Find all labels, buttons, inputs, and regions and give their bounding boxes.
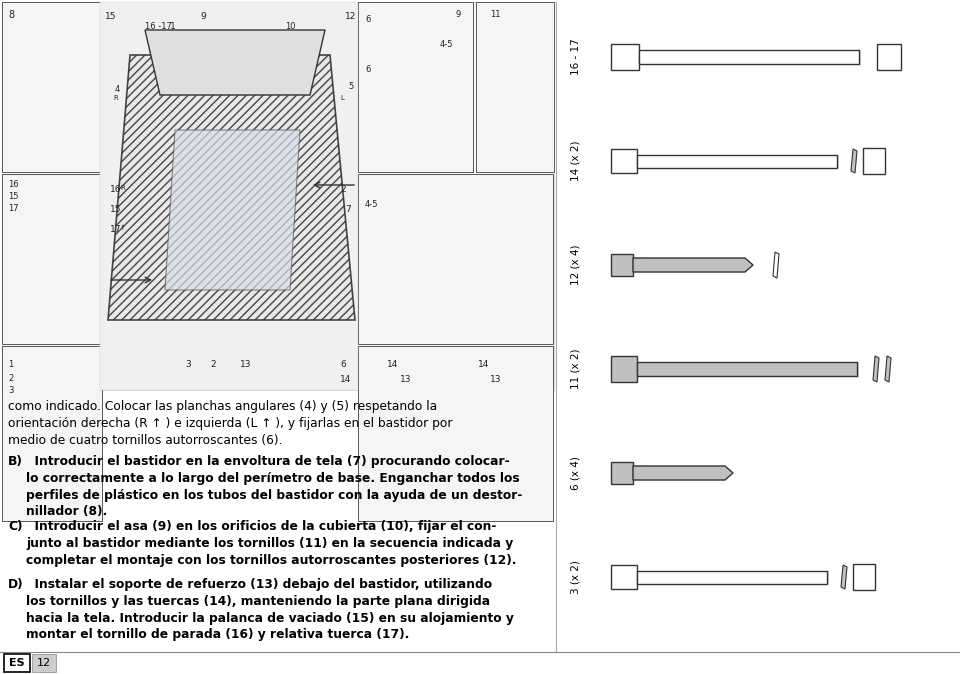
Text: 12 (x 4): 12 (x 4)	[571, 245, 581, 285]
Bar	[611, 462, 633, 484]
Text: 2: 2	[210, 360, 216, 369]
Text: C): C)	[8, 520, 22, 533]
Text: 17: 17	[8, 204, 18, 213]
Text: 8: 8	[8, 10, 14, 20]
Text: 15: 15	[8, 192, 18, 201]
Text: 14: 14	[387, 360, 398, 369]
Text: 11: 11	[490, 10, 500, 19]
Text: R: R	[113, 95, 118, 101]
Text: 14: 14	[340, 375, 351, 384]
Text: 6: 6	[365, 15, 371, 24]
Bar	[476, 2, 554, 172]
Text: R: R	[120, 185, 125, 191]
Text: 13: 13	[400, 375, 412, 384]
Text: 3: 3	[185, 360, 191, 369]
Polygon shape	[885, 356, 891, 382]
Text: 3: 3	[8, 386, 13, 395]
Text: 3 (x 2): 3 (x 2)	[571, 560, 581, 594]
Text: 10: 10	[285, 22, 296, 31]
Bar	[637, 362, 857, 376]
Text: D): D)	[8, 578, 24, 591]
Text: 9: 9	[200, 12, 205, 21]
Text: 6: 6	[340, 360, 346, 369]
Text: 9: 9	[455, 10, 460, 19]
Text: 16: 16	[110, 185, 122, 194]
Polygon shape	[633, 258, 753, 272]
Text: 4-5: 4-5	[365, 200, 378, 209]
Text: 4: 4	[115, 85, 120, 94]
Text: 15: 15	[110, 205, 122, 214]
Text: Introducir el bastidor en la envoltura de tela (7) procurando colocar-
lo correc: Introducir el bastidor en la envoltura d…	[26, 455, 522, 518]
Text: 1: 1	[170, 22, 176, 31]
Text: 12: 12	[36, 658, 51, 668]
Text: B): B)	[8, 455, 23, 468]
Text: 17: 17	[110, 225, 122, 234]
Polygon shape	[873, 356, 879, 382]
Polygon shape	[108, 55, 355, 320]
Polygon shape	[841, 565, 847, 589]
Text: ES: ES	[10, 658, 25, 668]
Text: 7: 7	[345, 205, 350, 214]
Bar	[100, 2, 358, 390]
Text: 14: 14	[478, 360, 490, 369]
Text: 16 -17: 16 -17	[145, 22, 172, 31]
Bar	[2, 174, 102, 344]
Text: Instalar el soporte de refuerzo (13) debajo del bastidor, utilizando
los tornill: Instalar el soporte de refuerzo (13) deb…	[26, 578, 514, 642]
Bar	[611, 149, 637, 173]
Text: 15: 15	[105, 12, 116, 21]
Text: 16: 16	[8, 180, 18, 189]
Text: 4-5: 4-5	[440, 40, 453, 49]
Text: 2: 2	[340, 185, 346, 194]
Bar	[863, 148, 885, 174]
Bar	[358, 2, 473, 172]
Polygon shape	[851, 149, 857, 173]
Text: 6 (x 4): 6 (x 4)	[571, 456, 581, 490]
Text: 2: 2	[8, 374, 13, 383]
Polygon shape	[165, 130, 300, 290]
Bar	[637, 571, 827, 584]
Bar	[4, 654, 30, 672]
Bar	[853, 564, 875, 590]
Bar	[2, 2, 102, 172]
Text: 14 (x 2): 14 (x 2)	[571, 141, 581, 181]
Bar	[2, 346, 102, 521]
Bar	[611, 254, 633, 276]
Bar	[611, 44, 639, 70]
Bar	[877, 44, 901, 70]
Text: 5: 5	[348, 82, 353, 91]
Bar	[639, 50, 859, 64]
Bar	[2, 2, 554, 390]
Text: 13: 13	[240, 360, 252, 369]
Polygon shape	[773, 252, 779, 278]
Text: 1: 1	[8, 360, 13, 369]
Bar	[611, 565, 637, 589]
Bar	[358, 174, 553, 344]
Bar	[32, 654, 56, 672]
Bar	[358, 346, 553, 521]
Bar	[637, 155, 837, 168]
Text: Introducir el asa (9) en los orificios de la cubierta (10), fijar el con-
junto : Introducir el asa (9) en los orificios d…	[26, 520, 516, 567]
Polygon shape	[145, 30, 325, 95]
Text: 6: 6	[365, 65, 371, 74]
Text: 11 (x 2): 11 (x 2)	[571, 348, 581, 390]
Text: ↑: ↑	[120, 225, 126, 231]
Polygon shape	[633, 466, 733, 480]
Text: 13: 13	[490, 375, 501, 384]
Text: L: L	[340, 95, 344, 101]
Bar	[611, 356, 637, 382]
Text: 16 - 17: 16 - 17	[571, 38, 581, 75]
Text: como indicado. Colocar las planchas angulares (4) y (5) respetando la
orientació: como indicado. Colocar las planchas angu…	[8, 400, 452, 447]
Text: 12: 12	[345, 12, 356, 21]
